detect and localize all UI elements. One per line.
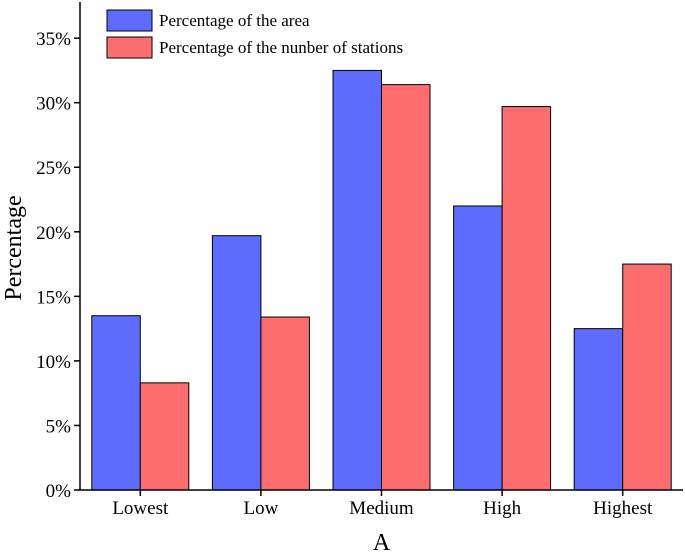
legend: Percentage of the area Percentage of the …: [106, 9, 403, 59]
legend-label-stations: Percentage of the nunber of stations: [159, 38, 403, 57]
legend-label-area: Percentage of the area: [159, 11, 310, 30]
bar-area-medium: [332, 69, 382, 491]
y-tick-label: 30%: [36, 94, 71, 115]
bar-area-highest: [573, 328, 624, 491]
y-tick-label: 25%: [36, 158, 71, 179]
y-tick-label: 20%: [36, 223, 71, 244]
bar-stations-low: [260, 316, 310, 491]
bars-layer: [91, 69, 672, 491]
y-axis-title: Percentage: [1, 195, 27, 300]
labels-layer: Lowest Low Medium High Highest 0% 5% 10% 15% 20% 2…: [1, 29, 653, 553]
y-tick-label: 15%: [36, 287, 71, 308]
legend-swatch-stations: [106, 36, 153, 59]
x-tick-label-low: Low: [243, 498, 278, 519]
bar-area-high: [453, 205, 503, 491]
y-tick-label: 35%: [36, 29, 71, 50]
bar-stations-high: [501, 106, 552, 491]
legend-swatch-area: [106, 9, 153, 32]
x-tick-label-medium: Medium: [349, 498, 414, 519]
x-axis-title: A: [373, 530, 391, 553]
y-tick-label: 5%: [46, 416, 72, 437]
bar-stations-medium: [381, 84, 431, 491]
axes-layer: [74, 2, 683, 496]
y-tick-label: 0%: [46, 481, 72, 502]
x-tick-label-highest: Highest: [593, 498, 653, 519]
y-tick-label: 10%: [36, 352, 71, 373]
bar-area-low: [211, 235, 262, 491]
bar-stations-lowest: [139, 382, 190, 491]
bar-area-lowest: [91, 315, 141, 491]
x-tick-label-lowest: Lowest: [112, 498, 169, 519]
x-tick-label-high: High: [483, 498, 522, 519]
bar-stations-highest: [622, 263, 672, 491]
